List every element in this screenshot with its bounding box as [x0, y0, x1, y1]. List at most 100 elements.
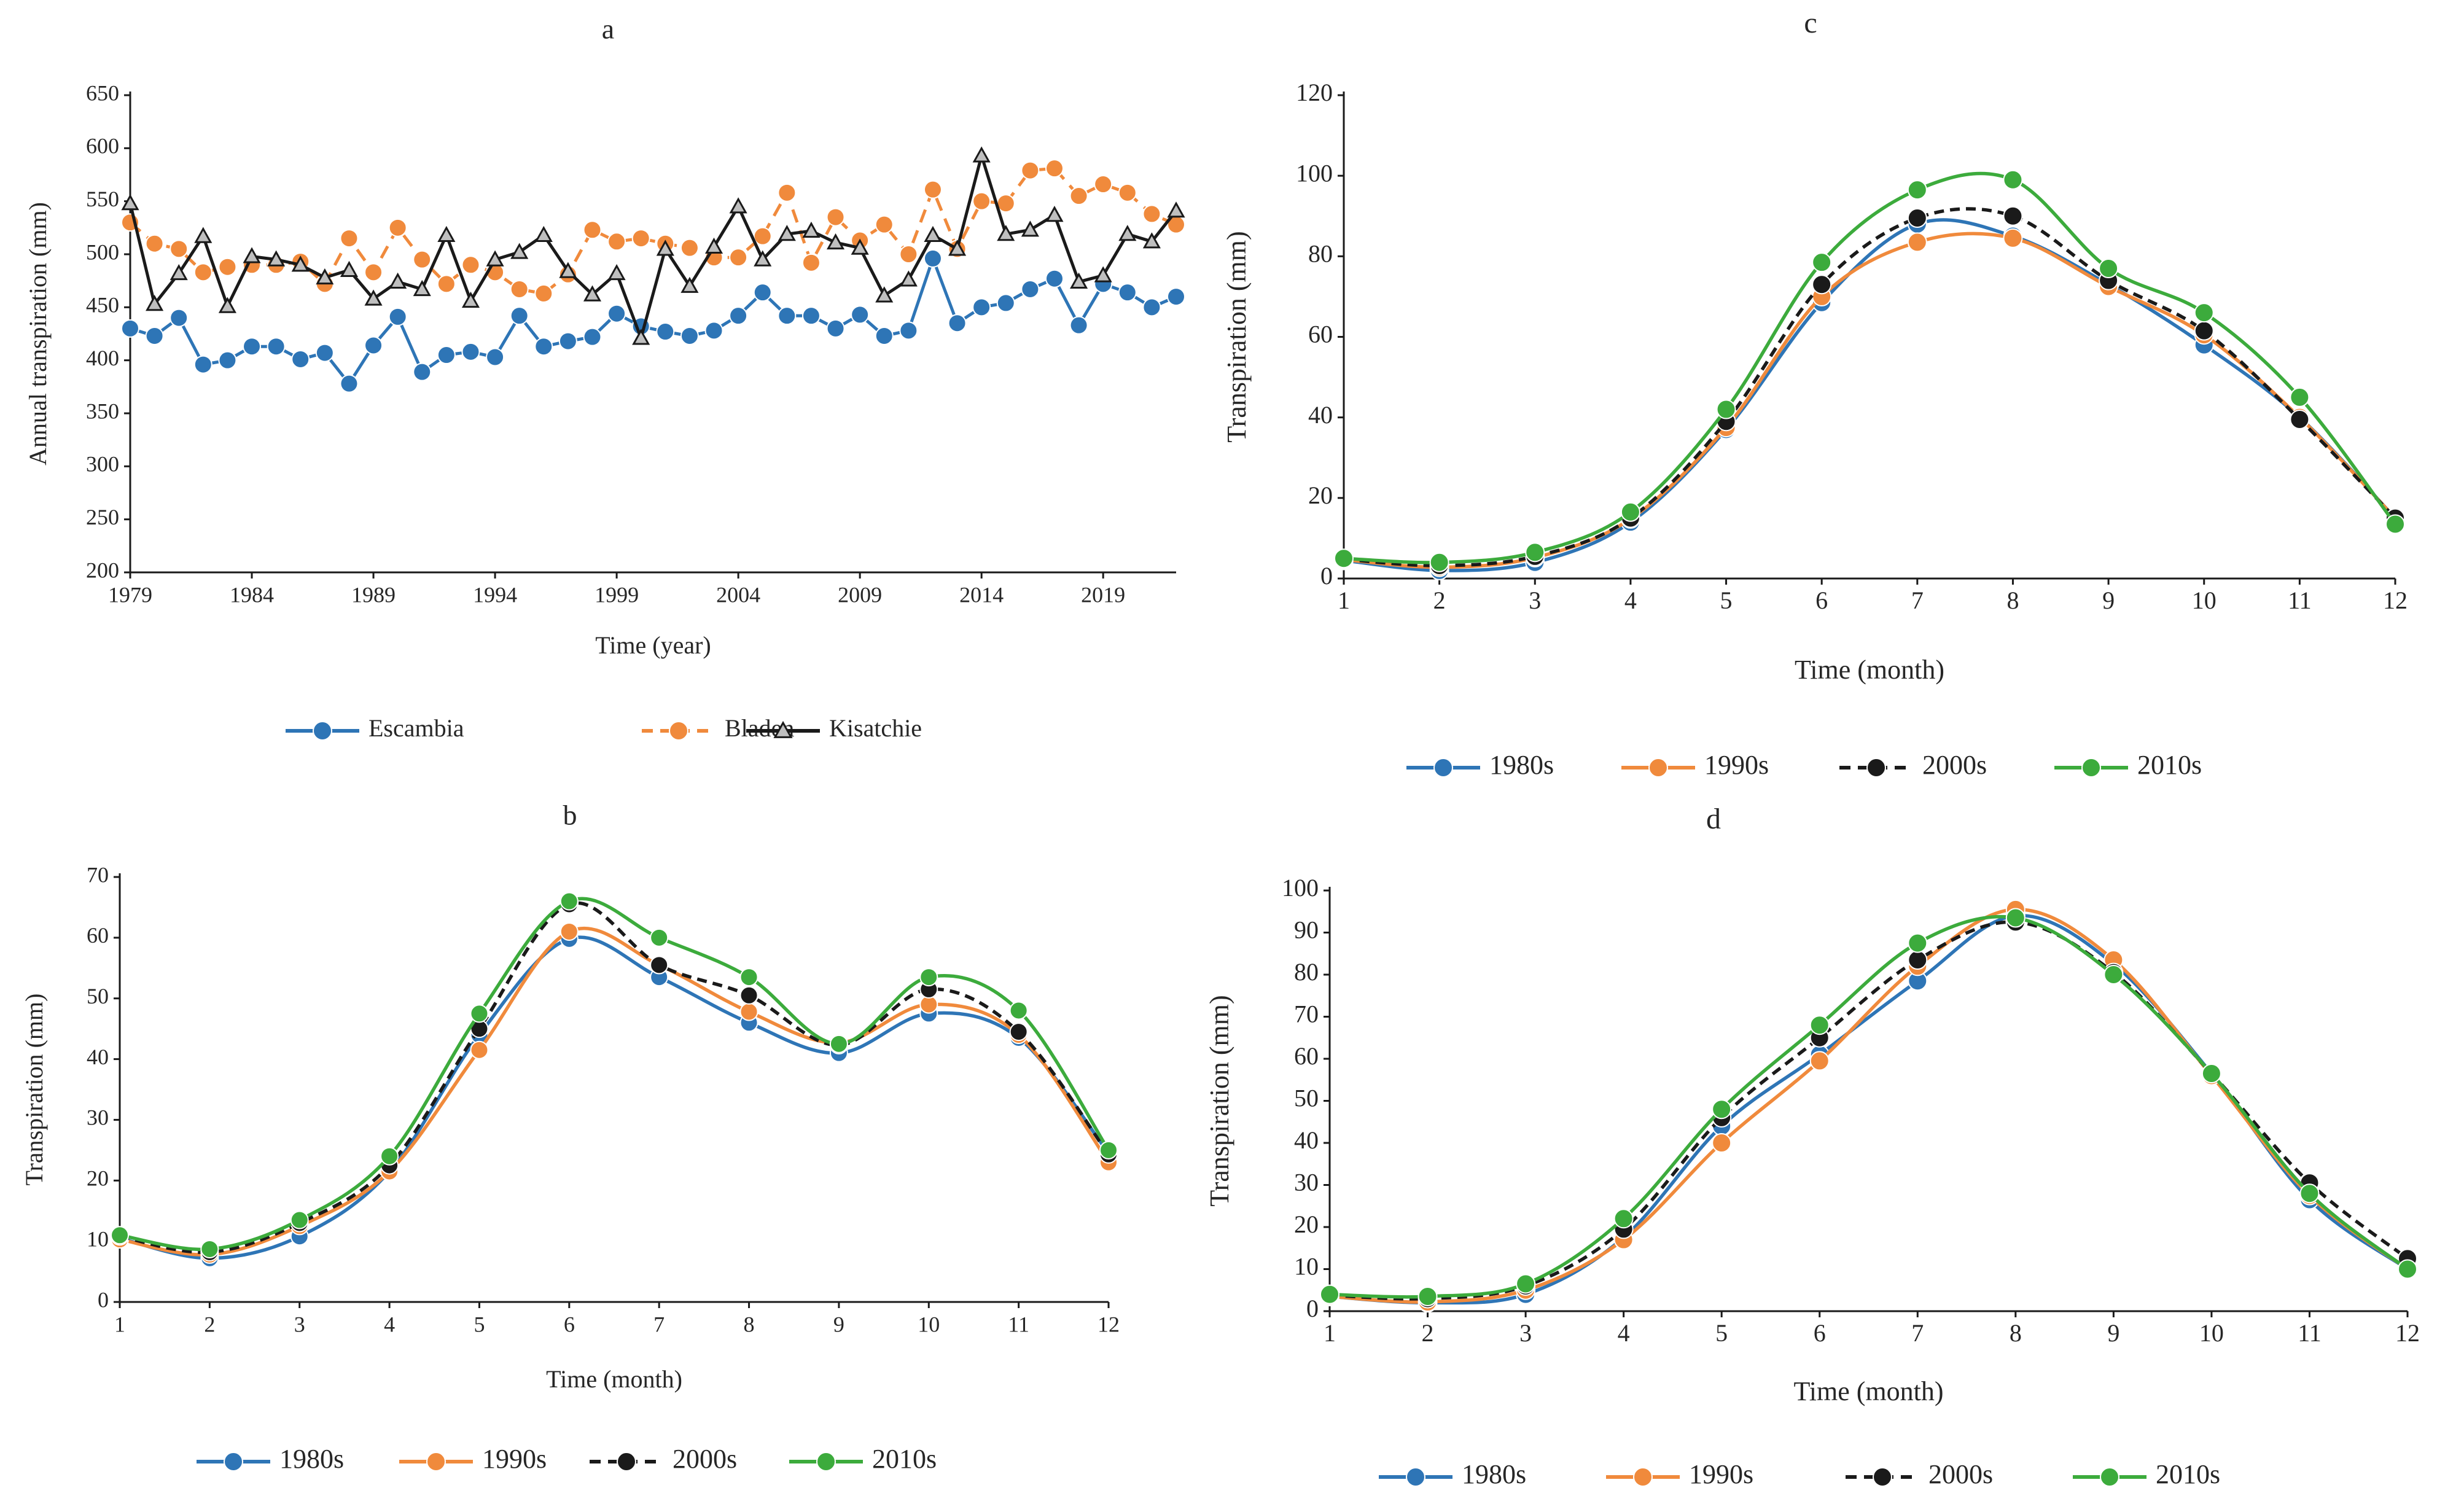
x-tick-label: 7	[1911, 586, 1924, 614]
y-tick-label: 450	[86, 293, 119, 318]
legend-label: 1980s	[279, 1444, 344, 1474]
data-point	[364, 289, 383, 306]
data-point	[218, 257, 237, 276]
y-tick-label: 80	[1294, 958, 1319, 986]
data-point	[1045, 269, 1064, 288]
data-point	[267, 250, 286, 267]
series-1980s	[1334, 214, 2405, 580]
data-point	[972, 192, 991, 211]
data-point	[656, 322, 675, 341]
legend-label: 1980s	[1489, 750, 1554, 780]
data-point	[996, 294, 1015, 313]
legend-item: 1980s	[197, 1444, 344, 1474]
data-point	[470, 1040, 489, 1059]
data-point	[340, 229, 359, 248]
data-point	[1021, 279, 1040, 298]
data-point	[413, 362, 432, 381]
x-tick-label: 1994	[473, 582, 517, 607]
data-point	[1908, 933, 1928, 953]
legend-item: Escambia	[286, 714, 464, 742]
legend-label: 2010s	[2156, 1459, 2220, 1489]
y-tick-label: 0	[1306, 1295, 1319, 1322]
data-point	[1712, 1133, 1732, 1153]
legend-item: 2010s	[2073, 1459, 2220, 1489]
x-tick-label: 11	[2288, 586, 2312, 614]
data-point	[1069, 316, 1088, 335]
data-point	[972, 298, 991, 317]
legend: 1980s 1990s 2000s 2010s	[1379, 1459, 2220, 1489]
x-tick-label: 5	[474, 1312, 485, 1336]
x-tick-label: 12	[2395, 1319, 2420, 1347]
data-point	[170, 240, 189, 259]
data-point	[193, 263, 213, 282]
y-tick-label: 10	[87, 1226, 109, 1251]
data-point	[829, 1034, 848, 1053]
data-point	[2299, 1183, 2320, 1204]
data-point	[1809, 1051, 1830, 1071]
data-point	[1516, 1274, 1536, 1294]
data-point	[778, 183, 797, 202]
x-tick-label: 10	[2199, 1319, 2224, 1347]
data-point	[194, 227, 213, 243]
data-point	[2194, 321, 2214, 341]
legend-item: 2000s	[590, 1444, 737, 1474]
data-point	[2398, 1259, 2417, 1279]
data-point	[1045, 206, 1064, 222]
panel-label-d: d	[1706, 803, 1721, 835]
data-point	[826, 233, 845, 250]
data-point	[704, 321, 723, 340]
data-point	[948, 240, 967, 256]
data-point	[899, 245, 918, 263]
data-point	[778, 225, 796, 241]
data-point	[729, 197, 747, 214]
legend-item: 1990s	[1606, 1459, 1753, 1489]
data-point	[1712, 1099, 1732, 1120]
legend-item: Bladen	[642, 714, 794, 742]
data-point	[875, 215, 894, 234]
legend-label: Kisatchie	[829, 714, 922, 742]
x-tick-label: 2004	[716, 582, 760, 607]
legend-label: 1980s	[1462, 1459, 1526, 1489]
data-point	[1429, 552, 1449, 572]
legend-item: Kisatchie	[746, 714, 922, 742]
data-point	[801, 253, 821, 272]
y-tick-label: 60	[87, 923, 109, 948]
data-point	[218, 351, 237, 370]
legend-item: 2000s	[1839, 750, 1987, 780]
legend-marker	[617, 1452, 636, 1471]
x-tick-label: 3	[1529, 586, 1541, 614]
data-point	[291, 349, 310, 368]
data-point	[510, 243, 529, 259]
y-axis-label: Transpiration (mm)	[1204, 995, 1234, 1206]
legend-label: Escambia	[368, 714, 464, 742]
legend-item: 2010s	[2054, 750, 2202, 780]
data-point	[340, 260, 358, 277]
y-tick-label: 300	[86, 452, 119, 477]
data-point	[1142, 298, 1161, 317]
data-point	[631, 229, 650, 248]
x-tick-label: 5	[1715, 1319, 1728, 1347]
data-point	[1525, 542, 1545, 563]
data-point	[2290, 409, 2310, 429]
series-escambia	[121, 249, 1185, 393]
data-point	[1907, 232, 1927, 252]
legend-label: 2000s	[1922, 750, 1987, 780]
panel-label-a: a	[602, 14, 614, 45]
data-point	[364, 263, 383, 282]
data-point	[560, 892, 579, 911]
data-point	[851, 305, 870, 324]
legend-marker	[669, 721, 688, 741]
data-point	[2099, 259, 2119, 279]
x-tick-label: 5	[1720, 586, 1733, 614]
y-tick-label: 70	[1294, 1000, 1319, 1028]
data-point	[680, 326, 699, 345]
data-point	[1907, 208, 1927, 228]
data-point	[801, 306, 821, 325]
data-point	[267, 337, 286, 356]
series-1990s	[1320, 899, 2417, 1312]
y-tick-label: 30	[1294, 1169, 1319, 1196]
data-point	[2003, 170, 2023, 190]
data-point	[583, 285, 602, 302]
legend-item: 2010s	[789, 1444, 937, 1474]
